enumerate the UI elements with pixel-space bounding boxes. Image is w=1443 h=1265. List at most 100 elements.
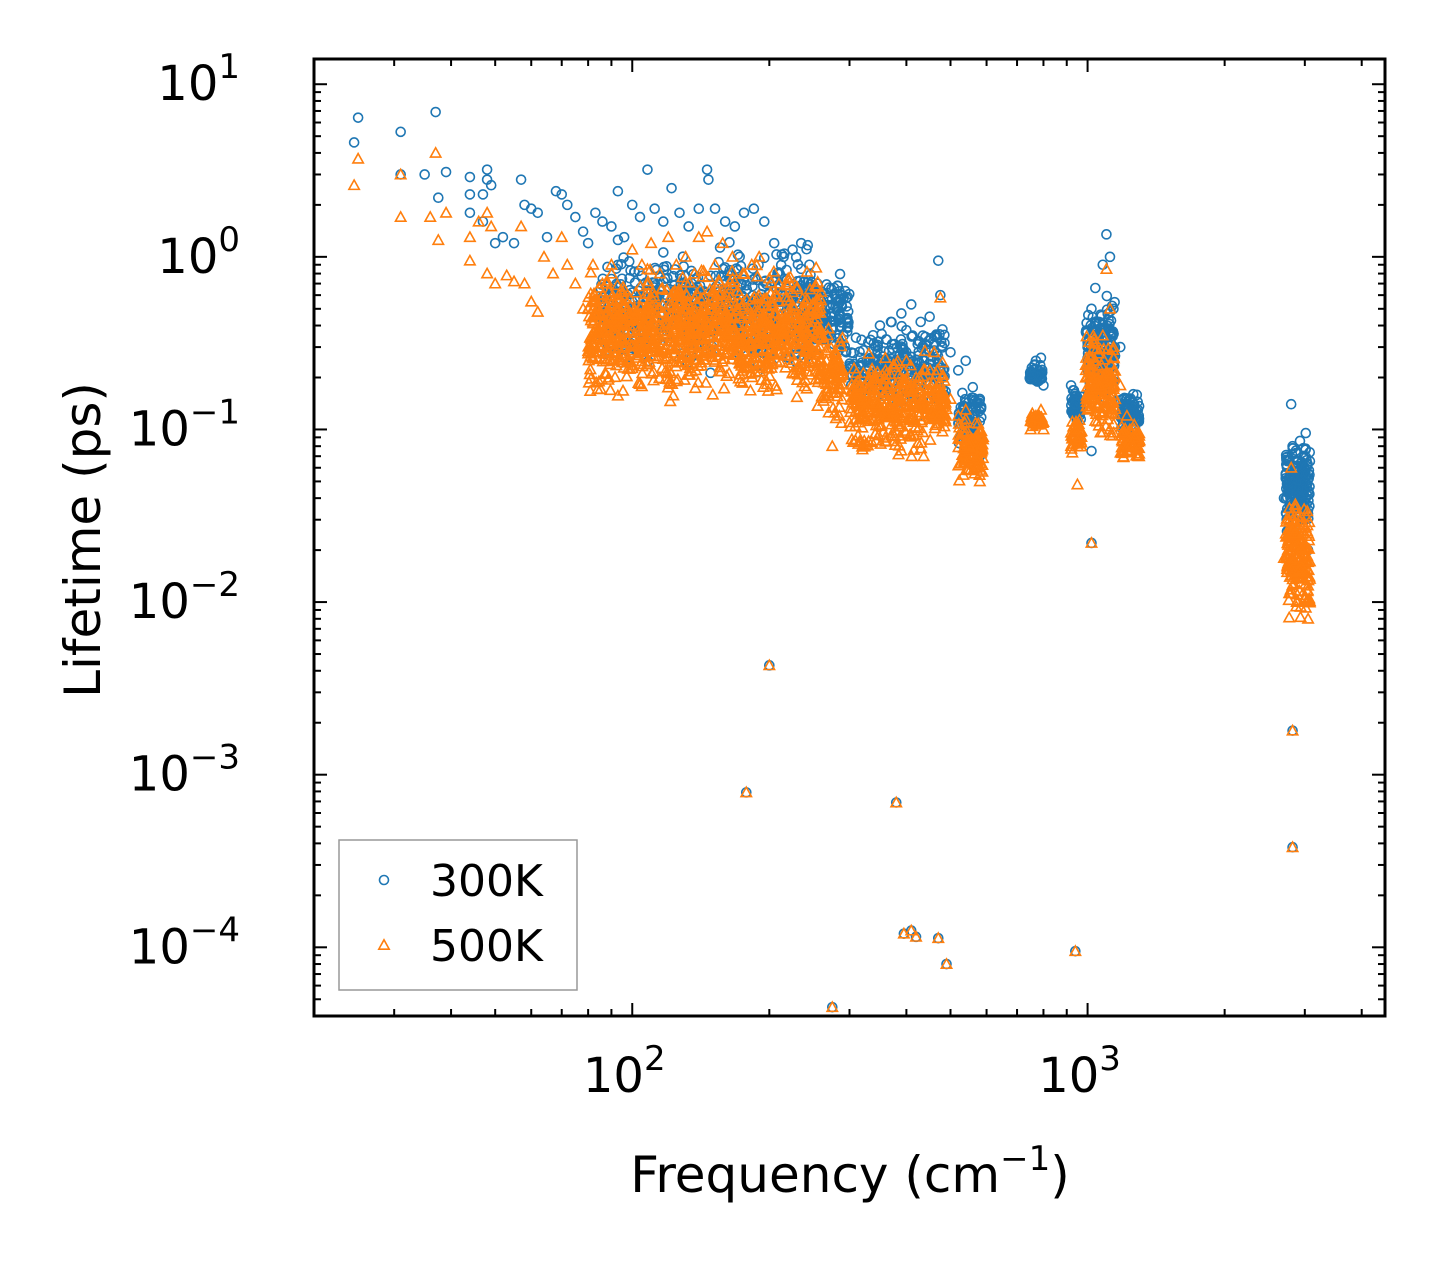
data-point-300K <box>932 255 944 266</box>
data-point-500K <box>735 311 749 324</box>
data-point-500K <box>672 340 686 353</box>
data-point-500K <box>881 399 895 412</box>
data-point-500K <box>1290 595 1304 607</box>
data-point-500K <box>1096 425 1110 437</box>
data-point-500K <box>1086 336 1100 348</box>
data-point-300K <box>709 203 721 215</box>
data-point-500K <box>858 402 872 414</box>
data-point-300K <box>1035 352 1047 364</box>
data-point-500K <box>1284 521 1298 534</box>
data-point-500K <box>769 306 783 318</box>
data-point-300K <box>832 280 843 291</box>
data-point-500K <box>742 302 756 315</box>
data-point-500K <box>695 348 709 361</box>
data-point-300K <box>914 336 925 348</box>
y-tick-label-base: 10 <box>129 401 190 457</box>
data-point-500K <box>797 319 811 332</box>
data-point-500K <box>783 270 797 283</box>
data-point-500K <box>814 353 828 366</box>
data-point-500K <box>797 337 811 350</box>
data-point-500K <box>1024 422 1038 435</box>
data-point-500K <box>806 335 821 348</box>
data-point-500K <box>808 278 822 291</box>
data-point-500K <box>798 309 812 322</box>
data-point-500K <box>813 291 827 304</box>
data-point-500K <box>867 374 881 387</box>
data-point-300K <box>935 289 946 301</box>
data-point-500K <box>757 298 771 310</box>
data-point-500K <box>939 957 954 969</box>
data-point-500K <box>500 268 514 281</box>
data-point-500K <box>1103 428 1117 441</box>
data-point-500K <box>935 355 950 368</box>
data-point-500K <box>634 300 648 313</box>
data-point-500K <box>1286 840 1300 853</box>
data-point-500K <box>926 394 940 407</box>
data-point-500K <box>930 363 944 376</box>
data-point-500K <box>852 434 867 447</box>
data-point-500K <box>1092 359 1106 372</box>
data-point-500K <box>653 266 667 279</box>
axis-ticks <box>313 59 1385 1017</box>
data-point-300K <box>848 358 860 370</box>
legend-label: 300K <box>430 856 544 907</box>
data-point-500K <box>1128 430 1142 443</box>
data-point-500K <box>899 353 913 366</box>
x-tick-label: 102 <box>583 1039 666 1104</box>
data-point-500K <box>731 347 745 360</box>
data-point-300K <box>960 355 972 367</box>
data-point-300K <box>967 398 979 410</box>
data-point-300K <box>834 309 846 321</box>
data-point-500K <box>602 284 616 297</box>
data-point-500K <box>1036 422 1051 435</box>
data-point-500K <box>716 236 730 249</box>
data-point-500K <box>868 396 883 409</box>
data-point-500K <box>728 274 742 287</box>
data-point-500K <box>713 348 727 361</box>
data-point-500K <box>700 315 714 328</box>
data-point-500K <box>725 249 740 262</box>
data-point-500K <box>936 384 950 397</box>
y-tick-label-exponent: 0 <box>218 220 240 260</box>
data-point-500K <box>582 375 596 388</box>
data-point-500K <box>660 283 674 296</box>
data-point-500K <box>867 386 881 399</box>
data-point-500K <box>680 288 694 301</box>
data-point-500K <box>776 317 790 329</box>
data-point-500K <box>806 319 820 332</box>
data-point-500K <box>826 401 840 413</box>
y-tick-label-base: 10 <box>157 229 218 285</box>
y-tick-label-base: 10 <box>129 919 190 975</box>
data-point-500K <box>1084 357 1098 370</box>
data-point-500K <box>1065 445 1079 458</box>
data-point-500K <box>707 285 721 297</box>
data-point-500K <box>1300 518 1314 531</box>
data-point-500K <box>484 219 498 232</box>
data-point-500K <box>720 369 734 381</box>
data-point-500K <box>718 352 732 365</box>
data-point-500K <box>625 242 639 255</box>
data-point-500K <box>1302 529 1316 541</box>
data-point-300K <box>1101 304 1113 315</box>
data-point-500K <box>752 249 766 262</box>
data-point-500K <box>791 315 806 328</box>
data-point-500K <box>786 299 800 312</box>
data-point-500K <box>962 439 976 452</box>
data-point-500K <box>943 392 958 405</box>
data-point-500K <box>1277 551 1291 563</box>
data-point-300K <box>931 330 943 341</box>
data-point-300K <box>1093 316 1105 328</box>
data-point-300K <box>485 179 497 191</box>
data-point-500K <box>747 290 761 302</box>
data-point-300K <box>758 252 770 264</box>
data-point-500K <box>1280 511 1294 524</box>
data-point-500K <box>764 317 778 329</box>
data-point-500K <box>1084 536 1099 548</box>
data-point-300K <box>1101 229 1112 240</box>
data-point-300K <box>440 166 452 178</box>
data-point-500K <box>675 354 690 367</box>
data-point-500K <box>644 236 658 249</box>
data-point-500K <box>560 257 574 270</box>
data-point-500K <box>1294 543 1309 556</box>
data-point-500K <box>720 339 735 351</box>
